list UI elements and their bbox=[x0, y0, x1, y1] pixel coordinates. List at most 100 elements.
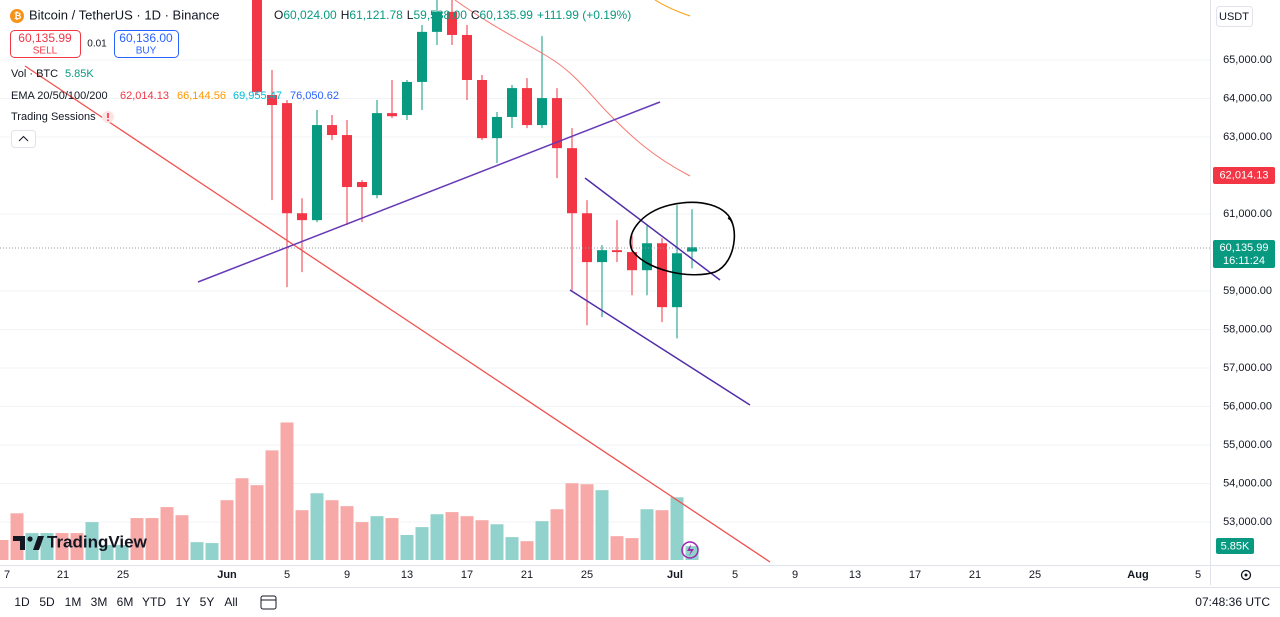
trend-line[interactable] bbox=[24, 65, 771, 563]
currency-button[interactable] bbox=[1216, 6, 1253, 27]
candle-body bbox=[417, 31, 427, 82]
range-button[interactable]: 3M bbox=[91, 595, 108, 609]
x-tick-label: 13 bbox=[849, 569, 861, 581]
range-button[interactable]: 1M bbox=[65, 595, 82, 609]
volume-bar bbox=[595, 490, 609, 560]
volume-bar bbox=[400, 534, 414, 560]
candles bbox=[252, 0, 697, 339]
ema-20-line bbox=[454, 0, 691, 177]
x-tick-label: 5 bbox=[1195, 569, 1201, 581]
channel-line[interactable] bbox=[569, 289, 751, 406]
ema-indicator[interactable]: EMA 20/50/100/200 bbox=[11, 90, 108, 102]
volume-bar bbox=[160, 507, 174, 560]
trend-line[interactable] bbox=[197, 101, 661, 283]
x-tick-label: 5 bbox=[732, 569, 738, 581]
volume-indicator[interactable]: Vol · BTC bbox=[11, 68, 58, 80]
brush-drawing[interactable] bbox=[629, 201, 736, 276]
currency: USDT bbox=[1219, 11, 1249, 23]
logo-text: TradingView bbox=[47, 532, 148, 551]
settings-icon bbox=[1244, 573, 1248, 577]
volume-bar bbox=[355, 522, 369, 560]
candle-body bbox=[342, 135, 352, 188]
x-tick-label: Jun bbox=[217, 569, 237, 581]
volume-bar bbox=[490, 524, 504, 560]
volume-bar bbox=[655, 510, 669, 560]
ohlc-key: O bbox=[274, 8, 283, 22]
candle-body bbox=[657, 243, 667, 308]
volume-bar bbox=[610, 536, 624, 560]
sell-price: 60,135.99 bbox=[18, 31, 72, 45]
ohlc-value: 60,024.00 bbox=[283, 8, 337, 22]
volume-bar bbox=[430, 514, 444, 560]
bottom-toolbar: 07:48:36 UTC 1D 5D 1M 3M 6M YTD 1Y 5Y All bbox=[0, 587, 1280, 610]
candle-body bbox=[612, 250, 622, 253]
y-axis: 65,000.00 64,000.00 63,000.00 61,000.00 59,0… bbox=[1223, 54, 1272, 528]
buy-label: BUY bbox=[136, 46, 157, 57]
date-range-icon[interactable] bbox=[260, 595, 277, 610]
ohlc-value: 60,135.99 bbox=[480, 8, 534, 22]
x-tick-label: 17 bbox=[461, 569, 473, 581]
warning-glyph bbox=[107, 119, 109, 122]
ema-50-line bbox=[654, 0, 691, 17]
logo-mark bbox=[33, 536, 44, 550]
range-button[interactable]: YTD bbox=[142, 595, 166, 609]
volume-bar bbox=[520, 541, 534, 560]
range-button[interactable]: 5Y bbox=[200, 595, 215, 609]
y-tick-label: 59,000.00 bbox=[1223, 285, 1272, 297]
sessions-indicator[interactable]: Trading Sessions bbox=[11, 111, 96, 123]
range-button[interactable]: 6M bbox=[117, 595, 134, 609]
volume-bar bbox=[100, 544, 114, 560]
x-tick-label: 21 bbox=[969, 569, 981, 581]
volume-bar bbox=[640, 509, 654, 560]
sell-label: SELL bbox=[33, 46, 58, 57]
candle-body bbox=[672, 253, 682, 308]
drawings bbox=[0, 0, 1210, 563]
volume-bar bbox=[145, 518, 159, 560]
logo-mark bbox=[13, 536, 25, 550]
volume-bar bbox=[190, 542, 204, 560]
y-tick-label: 64,000.00 bbox=[1223, 92, 1272, 104]
range-button[interactable]: 1D bbox=[14, 595, 30, 609]
alert-icon-bolt bbox=[687, 544, 694, 556]
range-button[interactable]: All bbox=[224, 595, 237, 609]
range-button[interactable]: 1Y bbox=[176, 595, 191, 609]
volume-bar bbox=[580, 484, 594, 560]
x-tick-label: 21 bbox=[57, 569, 69, 581]
x-tick-label: 7 bbox=[4, 569, 10, 581]
channel-line[interactable] bbox=[584, 177, 721, 281]
last-price: 60,135.99 bbox=[1220, 242, 1269, 254]
symbol-title[interactable]: Bitcoin / TetherUS · 1D · Binance bbox=[29, 7, 220, 22]
ohlc-legend: O60,024.00 H61,121.78 L59,588.00 C60,135.99… bbox=[274, 8, 631, 22]
x-tick-label: 25 bbox=[581, 569, 593, 581]
candle-body bbox=[597, 250, 607, 263]
volume-bar bbox=[550, 509, 564, 560]
candle-body bbox=[567, 148, 577, 214]
volume-bar bbox=[250, 485, 264, 560]
ema-price-tag bbox=[1213, 167, 1275, 184]
sell-button[interactable] bbox=[10, 30, 81, 58]
y-tick-label: 63,000.00 bbox=[1223, 131, 1272, 143]
y-tick-label: 57,000.00 bbox=[1223, 362, 1272, 374]
candle-body bbox=[687, 247, 697, 252]
x-tick-label: Aug bbox=[1127, 569, 1148, 581]
settings-icon[interactable] bbox=[1240, 569, 1252, 581]
x-tick-label: 25 bbox=[117, 569, 129, 581]
volume-bar bbox=[445, 512, 459, 560]
alert-icon[interactable] bbox=[681, 541, 699, 559]
candle-body bbox=[297, 213, 307, 221]
volume-bar bbox=[205, 543, 219, 560]
volume-bar bbox=[415, 527, 429, 560]
spread: 0.01 bbox=[87, 39, 107, 50]
ema-value: 76,050.62 bbox=[290, 90, 339, 102]
range-button[interactable]: 5D bbox=[39, 595, 55, 609]
y-tick-label: 53,000.00 bbox=[1223, 516, 1272, 528]
collapse-button[interactable] bbox=[11, 130, 36, 148]
clock[interactable]: 07:48:36 UTC bbox=[1195, 595, 1270, 609]
change: +111.99 (+0.19%) bbox=[537, 8, 631, 22]
buy-button[interactable] bbox=[114, 30, 179, 58]
x-tick-label: 9 bbox=[344, 569, 350, 581]
ema-price-tag-text: 62,014.13 bbox=[1220, 169, 1269, 181]
volume-bar bbox=[340, 506, 354, 560]
